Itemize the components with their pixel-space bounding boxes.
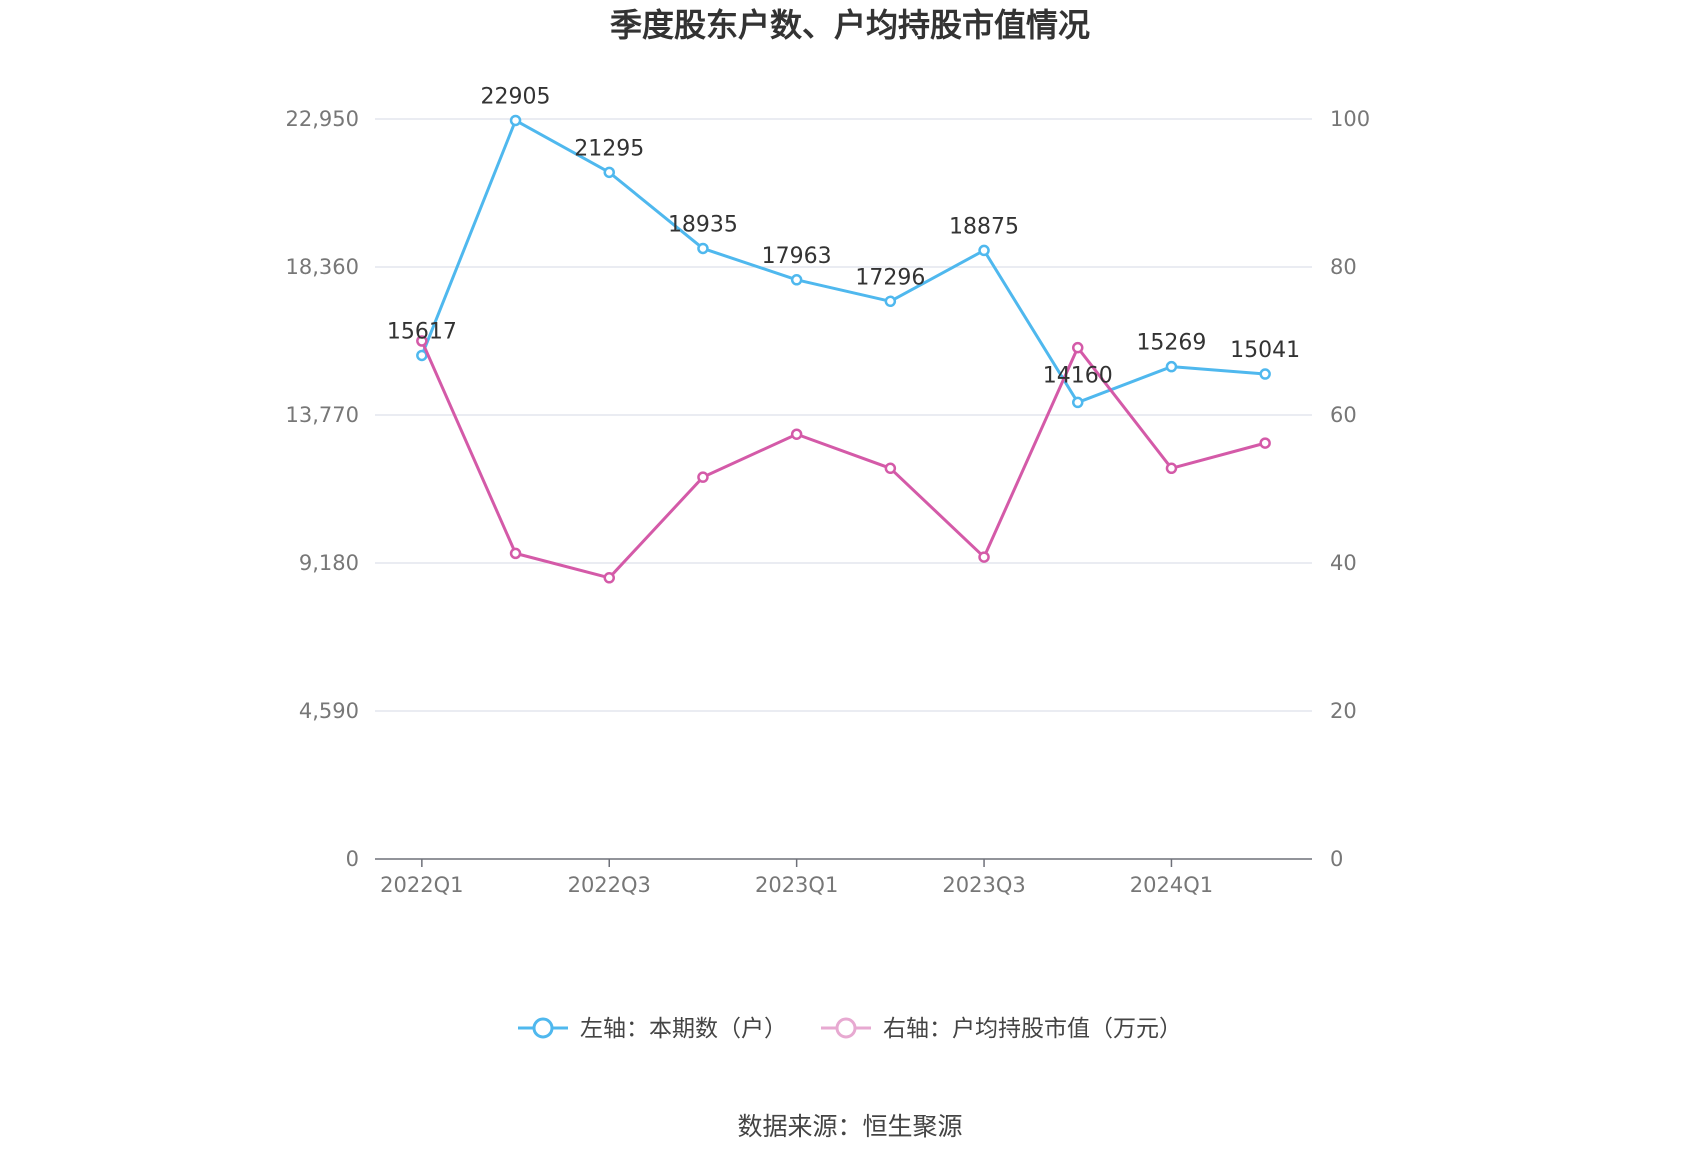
data-point-left	[1259, 368, 1271, 380]
left-tick-label: 4,590	[299, 699, 359, 723]
right-tick-label: 100	[1330, 107, 1370, 131]
right-tick-label: 0	[1330, 847, 1343, 871]
data-point-right	[790, 428, 803, 440]
data-label: 18935	[668, 212, 738, 237]
data-point-left	[884, 295, 897, 308]
data-point-left	[603, 166, 615, 179]
data-point-right	[416, 335, 428, 347]
right-tick-label: 60	[1330, 403, 1357, 427]
x-tick-label: 2022Q1	[380, 873, 463, 897]
legend-label: 右轴：户均持股市值（万元）	[883, 1016, 1182, 1042]
data-label: 21295	[574, 136, 644, 161]
data-point-left	[1072, 396, 1084, 409]
data-label: 17296	[855, 265, 925, 290]
data-point-right	[603, 572, 615, 584]
series-line-right	[420, 340, 1266, 580]
data-point-left	[978, 244, 990, 257]
data-point-right	[1072, 341, 1084, 354]
data-label: 17963	[762, 244, 832, 269]
left-tick-label: 0	[346, 847, 359, 871]
data-point-right	[697, 471, 709, 483]
legend-swatch-marker	[835, 1017, 857, 1039]
data-point-left	[509, 114, 522, 127]
data-point-left	[1165, 360, 1178, 373]
left-tick-label: 13,770	[286, 403, 359, 427]
right-tick-label: 40	[1330, 551, 1357, 575]
series-line-left	[420, 118, 1266, 404]
x-tick-label: 2023Q3	[942, 873, 1025, 897]
data-label: 14160	[1043, 363, 1113, 388]
data-point-right	[509, 547, 522, 560]
source-note: 数据来源：恒生聚源	[737, 1112, 962, 1141]
axes: 0 4,590 9,180 13,770 18,360 22,950 0 20 40 60 80 10…	[286, 107, 1371, 897]
legend-label: 左轴：本期数（户）	[580, 1016, 787, 1042]
data-label: 22905	[481, 84, 551, 109]
data-labels: 15617 22905 21295 18935 17963 17296 18875 14160…	[387, 84, 1300, 388]
data-label: 18875	[949, 214, 1019, 239]
data-point-right	[1165, 462, 1178, 475]
left-tick-label: 22,950	[286, 107, 359, 131]
left-tick-label: 18,360	[286, 255, 359, 279]
data-point-right	[978, 551, 990, 563]
legend-item-1[interactable]: 左轴：本期数（户）	[518, 1016, 787, 1042]
legend: 左轴：本期数（户） 右轴：户均持股市值（万元）	[518, 1016, 1182, 1042]
x-tick-label: 2024Q1	[1130, 873, 1213, 897]
legend-item-2[interactable]: 右轴：户均持股市值（万元）	[821, 1016, 1182, 1042]
left-tick-label: 9,180	[299, 551, 359, 575]
x-tick-label: 2023Q1	[755, 873, 838, 897]
chart-title: 季度股东户数、户均持股市值情况	[610, 6, 1090, 44]
data-label: 15617	[387, 319, 457, 344]
data-point-right	[884, 462, 897, 475]
data-point-left	[697, 242, 709, 255]
data-label: 15269	[1136, 331, 1206, 356]
data-label: 15041	[1230, 338, 1300, 363]
series-layer	[416, 114, 1271, 584]
data-point-right	[1259, 437, 1271, 449]
right-tick-label: 20	[1330, 699, 1357, 723]
grid-lines	[375, 118, 1312, 712]
data-point-left	[790, 274, 803, 286]
right-tick-label: 80	[1330, 255, 1357, 279]
legend-swatch-marker	[532, 1017, 554, 1039]
x-tick-label: 2022Q3	[568, 873, 651, 897]
data-point-left	[416, 349, 428, 362]
